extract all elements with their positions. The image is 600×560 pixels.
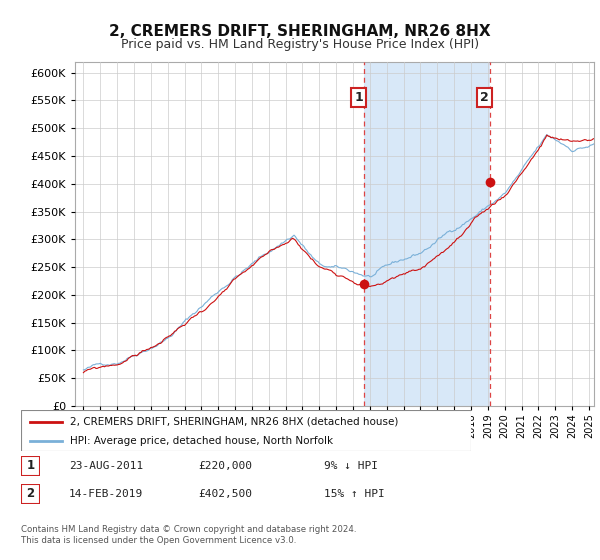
FancyBboxPatch shape bbox=[21, 456, 40, 476]
Text: HPI: Average price, detached house, North Norfolk: HPI: Average price, detached house, Nort… bbox=[71, 436, 334, 446]
Text: 2, CREMERS DRIFT, SHERINGHAM, NR26 8HX (detached house): 2, CREMERS DRIFT, SHERINGHAM, NR26 8HX (… bbox=[71, 417, 399, 427]
Bar bbox=[364, 62, 490, 406]
Text: 2, CREMERS DRIFT, SHERINGHAM, NR26 8HX: 2, CREMERS DRIFT, SHERINGHAM, NR26 8HX bbox=[109, 24, 491, 39]
Text: 1: 1 bbox=[354, 91, 363, 104]
Text: 1: 1 bbox=[26, 459, 35, 473]
Text: 23-AUG-2011: 23-AUG-2011 bbox=[69, 461, 143, 471]
Text: Contains HM Land Registry data © Crown copyright and database right 2024.
This d: Contains HM Land Registry data © Crown c… bbox=[21, 525, 356, 545]
Text: 14-FEB-2019: 14-FEB-2019 bbox=[69, 489, 143, 499]
Text: Price paid vs. HM Land Registry's House Price Index (HPI): Price paid vs. HM Land Registry's House … bbox=[121, 38, 479, 51]
Text: 9% ↓ HPI: 9% ↓ HPI bbox=[324, 461, 378, 471]
Text: 2: 2 bbox=[481, 91, 489, 104]
Text: 15% ↑ HPI: 15% ↑ HPI bbox=[324, 489, 385, 499]
Text: 2: 2 bbox=[26, 487, 35, 501]
Text: £220,000: £220,000 bbox=[198, 461, 252, 471]
Text: £402,500: £402,500 bbox=[198, 489, 252, 499]
FancyBboxPatch shape bbox=[21, 484, 40, 504]
FancyBboxPatch shape bbox=[21, 410, 471, 451]
